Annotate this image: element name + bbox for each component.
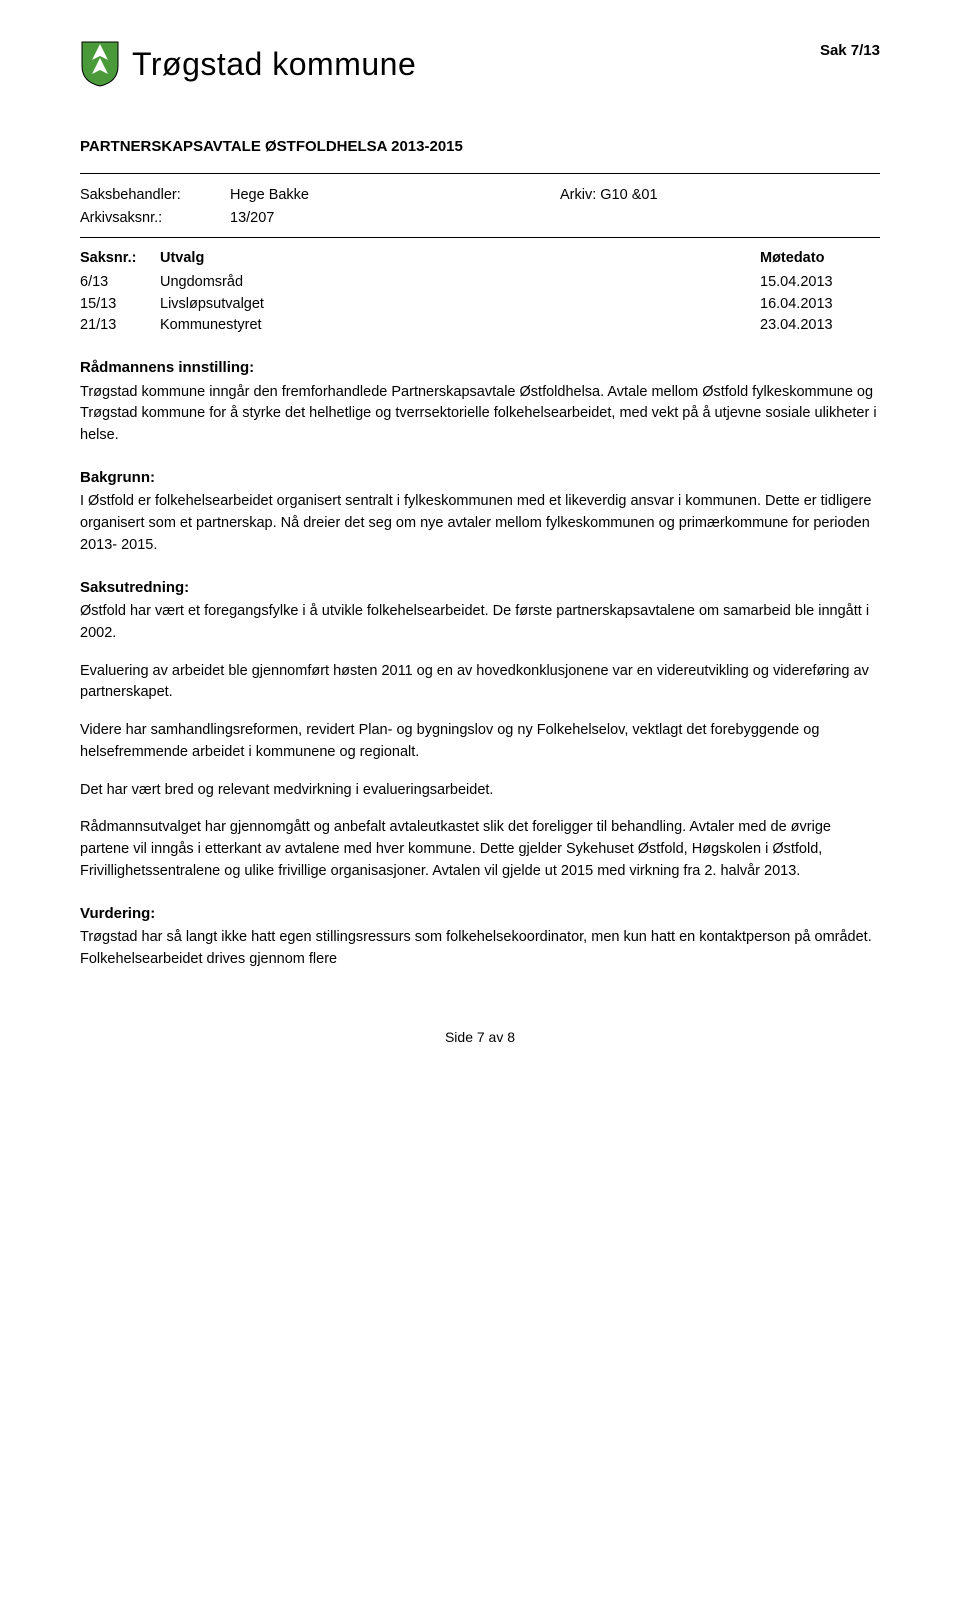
- paragraph: Trøgstad kommune inngår den fremforhandl…: [80, 382, 880, 447]
- committee-cell: Kommunestyret: [160, 315, 760, 337]
- section-heading: Saksutredning:: [80, 577, 880, 600]
- section-innstilling: Rådmannens innstilling: Trøgstad kommune…: [80, 357, 880, 447]
- paragraph: Det har vært bred og relevant medvirknin…: [80, 780, 880, 802]
- paragraph: Østfold har vært et foregangsfylke i å u…: [80, 601, 880, 645]
- committee-row: 21/13Kommunestyret23.04.2013: [80, 315, 880, 337]
- section-heading: Bakgrunn:: [80, 467, 880, 490]
- committee-cell: 23.04.2013: [760, 315, 880, 337]
- section-heading: Vurdering:: [80, 903, 880, 926]
- col-utvalg: Utvalg: [160, 248, 760, 270]
- divider: [80, 237, 880, 238]
- divider: [80, 173, 880, 174]
- section-body: I Østfold er folkehelsearbeidet organise…: [80, 491, 880, 556]
- committee-cell: 6/13: [80, 272, 160, 294]
- section-vurdering: Vurdering: Trøgstad har så langt ikke ha…: [80, 903, 880, 971]
- paragraph: Evaluering av arbeidet ble gjennomført h…: [80, 661, 880, 705]
- page-header: Trøgstad kommune Sak 7/13: [80, 40, 880, 88]
- committee-row: 6/13Ungdomsråd15.04.2013: [80, 272, 880, 294]
- committee-cell: 15.04.2013: [760, 272, 880, 294]
- col-saksnr: Saksnr.:: [80, 248, 160, 270]
- document-title: PARTNERSKAPSAVTALE ØSTFOLDHELSA 2013-201…: [80, 136, 880, 159]
- section-heading: Rådmannens innstilling:: [80, 357, 880, 380]
- committee-table-body: 6/13Ungdomsråd15.04.201315/13Livsløpsutv…: [80, 272, 880, 337]
- case-number: Sak 7/13: [820, 40, 880, 63]
- paragraph: I Østfold er folkehelsearbeidet organise…: [80, 491, 880, 556]
- municipality-shield-icon: [80, 40, 120, 88]
- meta-label-arkivsaksnr: Arkivsaksnr.:: [80, 207, 230, 231]
- committee-row: 15/13Livsløpsutvalget16.04.2013: [80, 294, 880, 316]
- meta-arkiv: Arkiv: G10 &01: [560, 184, 880, 208]
- section-saksutredning: Saksutredning: Østfold har vært et foreg…: [80, 577, 880, 883]
- section-body: Østfold har vært et foregangsfylke i å u…: [80, 601, 880, 883]
- page-footer: Side 7 av 8: [80, 1027, 880, 1048]
- paragraph: Videre har samhandlingsreformen, revider…: [80, 720, 880, 764]
- paragraph: Trøgstad har så langt ikke hatt egen sti…: [80, 927, 880, 971]
- meta-label-saksbehandler: Saksbehandler:: [80, 184, 230, 208]
- committee-cell: Livsløpsutvalget: [160, 294, 760, 316]
- meta-value-saksbehandler: Hege Bakke: [230, 184, 560, 208]
- municipality-name: Trøgstad kommune: [132, 40, 416, 88]
- section-body: Trøgstad har så langt ikke hatt egen sti…: [80, 927, 880, 971]
- paragraph: Rådmannsutvalget har gjennomgått og anbe…: [80, 817, 880, 882]
- case-meta-table: Saksbehandler: Hege Bakke Arkiv: G10 &01…: [80, 184, 880, 232]
- committee-cell: 16.04.2013: [760, 294, 880, 316]
- col-dato: Møtedato: [760, 248, 880, 270]
- committee-cell: 21/13: [80, 315, 160, 337]
- meta-value-arkivsaksnr: 13/207: [230, 207, 560, 231]
- section-body: Trøgstad kommune inngår den fremforhandl…: [80, 382, 880, 447]
- committee-cell: Ungdomsråd: [160, 272, 760, 294]
- section-bakgrunn: Bakgrunn: I Østfold er folkehelsearbeide…: [80, 467, 880, 557]
- committee-cell: 15/13: [80, 294, 160, 316]
- committee-table-header: Saksnr.: Utvalg Møtedato: [80, 248, 880, 270]
- logo-title-group: Trøgstad kommune: [80, 40, 416, 88]
